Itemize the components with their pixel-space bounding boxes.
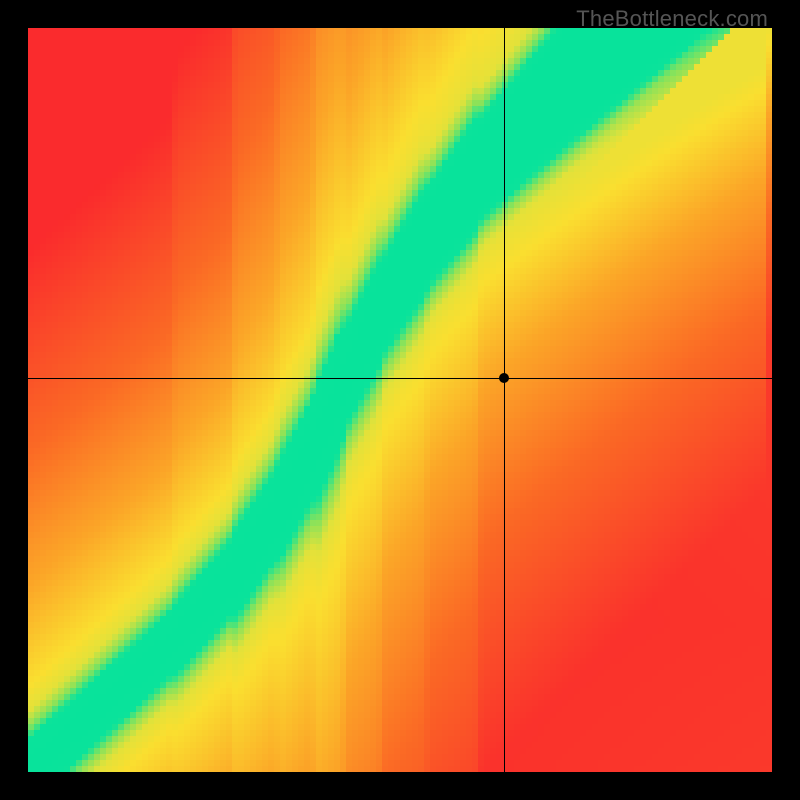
- heatmap-canvas: [28, 28, 772, 772]
- chart-frame: TheBottleneck.com: [0, 0, 800, 800]
- crosshair-marker: [499, 373, 509, 383]
- plot-area: [28, 28, 772, 772]
- crosshair-vertical: [504, 28, 505, 772]
- crosshair-horizontal: [28, 378, 772, 379]
